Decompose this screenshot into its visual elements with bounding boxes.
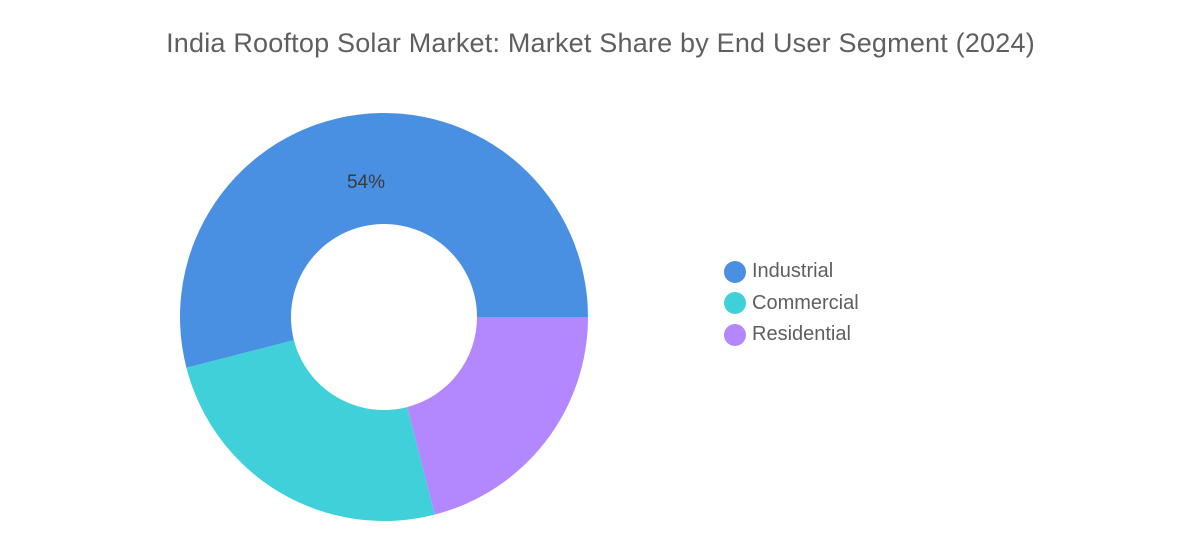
data-label-industrial: 54% <box>347 172 385 193</box>
legend-swatch-industrial <box>724 260 746 283</box>
legend-label-industrial: Industrial <box>752 260 834 283</box>
slice-commercial[interactable] <box>186 340 435 521</box>
chart-title: India Rooftop Solar Market: Market Share… <box>166 28 1035 58</box>
legend-label-commercial: Commercial <box>752 291 859 314</box>
legend-swatch-commercial <box>724 292 746 315</box>
slice-industrial[interactable] <box>180 113 588 368</box>
chart-legend: Industrial Commercial Residential <box>724 256 859 351</box>
legend-label-residential: Residential <box>752 323 851 346</box>
legend-swatch-residential <box>724 323 746 346</box>
slice-residential[interactable] <box>407 317 588 515</box>
legend-item-residential[interactable]: Residential <box>724 319 859 351</box>
legend-item-industrial[interactable]: Industrial <box>724 256 859 288</box>
legend-item-commercial[interactable]: Commercial <box>724 288 859 320</box>
